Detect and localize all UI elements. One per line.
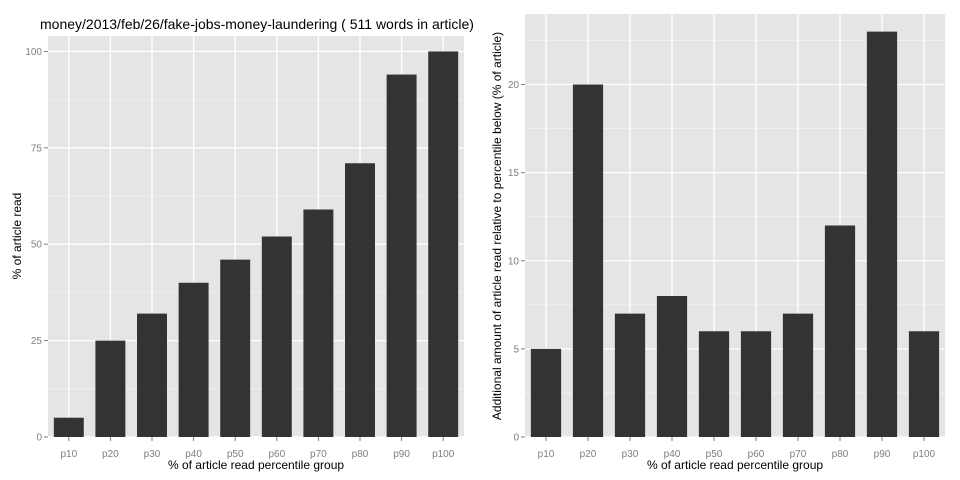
bar-p20 (95, 340, 126, 437)
y-tick-marks (44, 50, 48, 438)
y-tick-label: 50 (31, 240, 43, 251)
x-axis-label: % of article read percentile group (647, 458, 823, 472)
y-tick-labels: 0 25 50 75 100 (25, 47, 42, 444)
x-tick-label: p10 (538, 449, 555, 460)
bar-p20 (572, 84, 604, 437)
x-tick-marks (545, 437, 925, 441)
bar-p50 (698, 331, 730, 437)
x-tick-label: p80 (832, 449, 849, 460)
bar-p100 (428, 51, 459, 438)
bar-p70 (782, 313, 814, 437)
chart-additional-read: 0 5 10 15 20 p10 p20 p30 p40 p50 p60 p70 p80 p90 p100… (490, 14, 945, 472)
x-tick-label: p90 (393, 449, 410, 460)
y-tick-label: 25 (31, 336, 43, 347)
y-axis-label: % of article read (10, 193, 24, 280)
bar-p40 (178, 282, 209, 437)
x-tick-label: p60 (268, 449, 285, 460)
bar-p100 (908, 331, 940, 437)
x-tick-label: p60 (748, 449, 765, 460)
y-tick-marks (521, 84, 525, 438)
x-tick-label: p50 (706, 449, 723, 460)
x-tick-label: p40 (664, 449, 681, 460)
y-axis-label: Additional amount of article read relati… (490, 32, 504, 420)
x-tick-label: p50 (227, 449, 244, 460)
x-tick-label: p30 (144, 449, 161, 460)
bar-p90 (866, 31, 898, 437)
y-tick-label: 0 (513, 433, 519, 444)
bars (53, 51, 459, 438)
x-tick-label: p100 (913, 449, 936, 460)
x-tick-label: p80 (352, 449, 369, 460)
y-tick-label: 0 (36, 433, 42, 444)
x-tick-label: p90 (874, 449, 891, 460)
x-tick-labels: p10 p20 p30 p40 p50 p60 p70 p80 p90 p100 (60, 449, 454, 460)
bar-p60 (261, 236, 292, 437)
bar-p60 (740, 331, 772, 437)
x-tick-label: p30 (622, 449, 639, 460)
x-tick-marks (68, 437, 444, 441)
x-tick-labels: p10 p20 p30 p40 p50 p60 p70 p80 p90 p100 (538, 449, 936, 460)
y-tick-label: 75 (31, 143, 43, 154)
x-tick-label: p20 (580, 449, 597, 460)
y-tick-label: 20 (508, 80, 520, 91)
y-tick-label: 10 (508, 256, 520, 267)
y-tick-labels: 0 5 10 15 20 (508, 80, 520, 444)
x-axis-label: % of article read percentile group (168, 458, 344, 472)
x-tick-label: p10 (60, 449, 77, 460)
x-tick-label: p40 (185, 449, 202, 460)
y-tick-label: 5 (513, 344, 519, 355)
bar-p30 (614, 313, 646, 437)
bar-p50 (220, 259, 251, 437)
bar-p80 (824, 225, 856, 437)
y-tick-label: 15 (508, 168, 520, 179)
chart-percent-read: money/2013/feb/26/fake-jobs-money-launde… (10, 16, 474, 472)
x-tick-label: p20 (102, 449, 119, 460)
bar-p10 (530, 348, 562, 437)
bar-p80 (345, 163, 375, 437)
bar-p40 (656, 296, 688, 437)
x-tick-label: p100 (432, 449, 455, 460)
bar-p90 (386, 74, 417, 438)
x-tick-label: p70 (310, 449, 327, 460)
bar-p30 (137, 313, 167, 437)
bar-p70 (303, 209, 334, 437)
chart-title: money/2013/feb/26/fake-jobs-money-launde… (40, 16, 474, 32)
bars (530, 31, 940, 437)
x-tick-label: p70 (790, 449, 807, 460)
bar-p10 (53, 417, 84, 437)
y-tick-label: 100 (25, 47, 42, 58)
